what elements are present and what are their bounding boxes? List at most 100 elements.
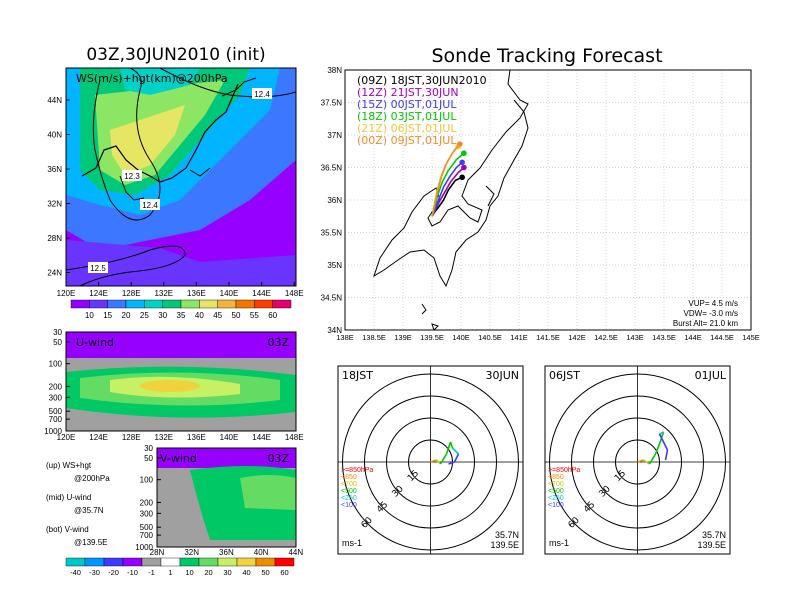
pressure-tick-label: 100	[140, 476, 154, 485]
pressure-tick-label: 700	[49, 415, 63, 424]
panel-notes: (up) WS+hgt @200hPa (mid) U-wind @35.7N …	[46, 461, 110, 547]
lon-tick-label: 124E	[89, 289, 108, 298]
x-tick-label: 140E	[452, 333, 470, 342]
x-tick-label: 139.5E	[420, 333, 444, 342]
hodo-trace	[435, 459, 442, 465]
hodo-time-label: 06JST	[549, 369, 580, 382]
note-line: (bot) V-wind	[46, 525, 89, 534]
colorbar-label: 35	[177, 311, 186, 320]
pressure-tick-label: 30	[144, 444, 153, 453]
track-legend: (09Z) 18JST,30JUN2010(12Z) 21JST,30JUN(1…	[357, 74, 487, 147]
v-frame	[156, 447, 297, 548]
track-axes: 138E 138.5E 139E 139.5E 140E 140.5E 141E 141.5E…	[321, 66, 760, 342]
colorbar-swatch	[235, 299, 255, 309]
lat-tick-label: 32N	[47, 200, 62, 209]
hodo-level-label: <100	[341, 502, 357, 509]
x-tick-label: 142.5E	[594, 333, 618, 342]
v-panel-time: 03Z	[267, 452, 289, 465]
colorbar-swatch	[141, 557, 162, 567]
colorbar-label: 1	[168, 568, 172, 577]
lon-tick-label: 128E	[122, 433, 141, 442]
ws-hgt-contour	[159, 68, 296, 98]
u-lon-axis: 120E 124E 128E 132E 136E 140E 144E 148E	[57, 433, 304, 442]
hodo-lat: 35.7N	[702, 530, 726, 540]
hodo-level-label: <250	[548, 495, 564, 502]
colorbar-label: -1	[148, 568, 155, 577]
hodo-trace	[648, 453, 657, 465]
hodo-date-label: 01JUL	[695, 369, 727, 382]
colorbar-swatch	[107, 299, 127, 309]
colorbar-label: 60	[280, 568, 288, 577]
colorbar-swatch	[162, 299, 182, 309]
colorbar-label: 20	[122, 311, 131, 320]
hodo-time-label: 18JST	[342, 369, 373, 382]
colorbar-swatch	[70, 299, 90, 309]
colorbar-label: 40	[195, 311, 204, 320]
lon-tick-label: 140E	[220, 289, 239, 298]
colorbar-label: -10	[127, 568, 138, 577]
x-tick-label: 144E	[684, 333, 702, 342]
track-endpoint	[459, 174, 465, 181]
lon-tick-label: 136E	[187, 433, 206, 442]
track-line	[431, 161, 463, 217]
y-tick-label: 34N	[327, 326, 342, 335]
track-frame	[344, 69, 752, 331]
contour-label: 12.3	[124, 172, 140, 181]
hodo-trace	[658, 433, 669, 451]
y-tick-label: 36.5N	[321, 164, 343, 173]
colorbar-swatch	[254, 299, 273, 309]
y-tick-label: 35.5N	[321, 229, 343, 238]
coastline	[189, 167, 211, 177]
colorbar-label: 55	[250, 311, 259, 320]
hodo-trace	[451, 447, 460, 455]
lon-tick-label: 148E	[285, 289, 304, 298]
lat-tick-label: 40N	[254, 548, 269, 557]
legend-entry: (15Z) 00JST,01JUL	[357, 98, 457, 111]
y-tick-label: 36N	[327, 196, 342, 205]
pressure-tick-label: 200	[140, 498, 154, 507]
track-line	[431, 143, 461, 217]
coastline	[421, 303, 427, 315]
colorbar-label: 45	[213, 311, 222, 320]
hodo-date-label: 30JUN	[485, 369, 519, 382]
hodo-trace	[449, 441, 454, 449]
lon-tick-label: 140E	[220, 433, 239, 442]
hodo-trace	[664, 449, 669, 461]
legend-entry: (21Z) 06JST,01JUL	[357, 122, 457, 135]
coastline	[485, 185, 495, 207]
colorbar-label: -40	[70, 568, 81, 577]
note-line: (mid) U-wind	[46, 493, 91, 502]
v-field-lightgreen	[240, 475, 296, 510]
lat-tick-label: 40N	[47, 131, 62, 140]
hodo-unit: ms-1	[549, 538, 569, 548]
colorbar-label: 40	[242, 568, 250, 577]
contour-label: 12.4	[254, 90, 270, 99]
x-tick-label: 144.5E	[710, 333, 734, 342]
ws-lon-axis: 120E 124E 128E 132E 136E 140E 144E 148E	[57, 282, 304, 298]
hodo-trace	[448, 461, 455, 465]
hodo-level-label: >=850hPa	[341, 467, 373, 474]
lat-tick-label: 36N	[47, 165, 62, 174]
pressure-tick-label: 200	[49, 382, 63, 391]
ws-panel-label: WS(m/s)+hgt(km)@200hPa	[76, 72, 228, 85]
colorbar-label: 20	[204, 568, 212, 577]
hodo-lat: 35.7N	[495, 530, 519, 540]
pressure-tick-label: 500	[49, 407, 63, 416]
pressure-tick-label: 500	[140, 523, 154, 532]
x-tick-label: 138E	[336, 333, 354, 342]
lon-tick-label: 128E	[122, 289, 141, 298]
colorbar-label: 15	[103, 311, 112, 320]
lon-tick-label: 144E	[252, 289, 271, 298]
coastline	[81, 83, 239, 183]
lon-tick-label: 132E	[154, 289, 173, 298]
hodo-trace	[654, 443, 661, 455]
pressure-tick-label: 1000	[44, 427, 62, 436]
left-title: 03Z,30JUN2010 (init)	[86, 45, 265, 65]
track-info: VUP= 4.5 m/s	[688, 299, 738, 308]
x-tick-label: 139E	[394, 333, 412, 342]
y-tick-label: 37.5N	[321, 99, 343, 108]
colorbar-swatch	[122, 557, 143, 567]
